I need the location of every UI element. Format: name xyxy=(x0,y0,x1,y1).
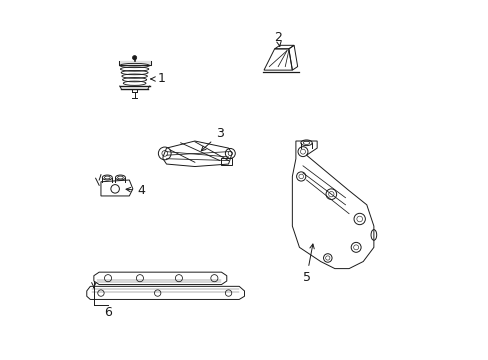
Text: 6: 6 xyxy=(104,306,112,319)
Text: 2: 2 xyxy=(274,31,282,46)
Text: 4: 4 xyxy=(126,184,145,197)
Text: 1: 1 xyxy=(151,72,165,85)
Text: 3: 3 xyxy=(201,127,223,151)
Circle shape xyxy=(132,55,137,60)
Text: 5: 5 xyxy=(302,244,314,284)
